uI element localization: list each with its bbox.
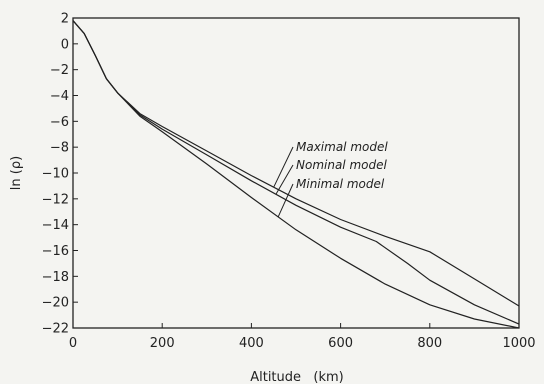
y-axis-title: ln (ρ) (9, 156, 24, 190)
x-axis-ticks: 0 200 400 600 800 1000 (69, 323, 536, 351)
annotation-leader (273, 146, 294, 188)
y-tick-label: −18 (42, 270, 69, 285)
y-tick-label: 0 (61, 37, 69, 52)
y-tick-label: −4 (50, 89, 69, 104)
y-tick-label: −12 (42, 192, 69, 207)
annotation-leader (275, 164, 294, 195)
annotation-leader (277, 183, 294, 218)
annotation-label: Minimal model (296, 177, 385, 191)
series-line-nominal-model (72, 20, 520, 325)
annotation-label: Maximal model (296, 140, 388, 154)
series-lines (72, 20, 520, 329)
x-tick-label: 0 (69, 336, 77, 351)
y-tick-label: −22 (42, 322, 69, 337)
x-tick-label: 600 (328, 336, 353, 351)
x-tick-label: 800 (417, 336, 442, 351)
y-tick-label: −20 (42, 296, 69, 311)
x-axis-title: Altitude (km) (250, 370, 344, 384)
y-tick-label: −2 (50, 63, 69, 78)
plot-frame (72, 17, 520, 329)
annotation-label: Nominal model (296, 158, 387, 172)
y-tick-label: −6 (50, 115, 69, 130)
x-tick-label: 400 (239, 336, 264, 351)
y-tick-label: −14 (42, 218, 69, 233)
series-line-minimal-model (72, 20, 520, 329)
x-tick-label: 1000 (502, 336, 535, 351)
y-axis-ticks: 2 0 −2 −4 −6 −8 −10 −12 −14 −16 −18 −20 −22 (42, 12, 78, 337)
x-tick-label: 200 (150, 336, 175, 351)
annotations: Maximal model Nominal model Minimal model (273, 140, 388, 218)
y-tick-label: −16 (42, 244, 69, 259)
y-tick-label: −10 (42, 167, 69, 182)
y-tick-label: −8 (50, 141, 69, 156)
y-tick-label: 2 (61, 12, 69, 27)
